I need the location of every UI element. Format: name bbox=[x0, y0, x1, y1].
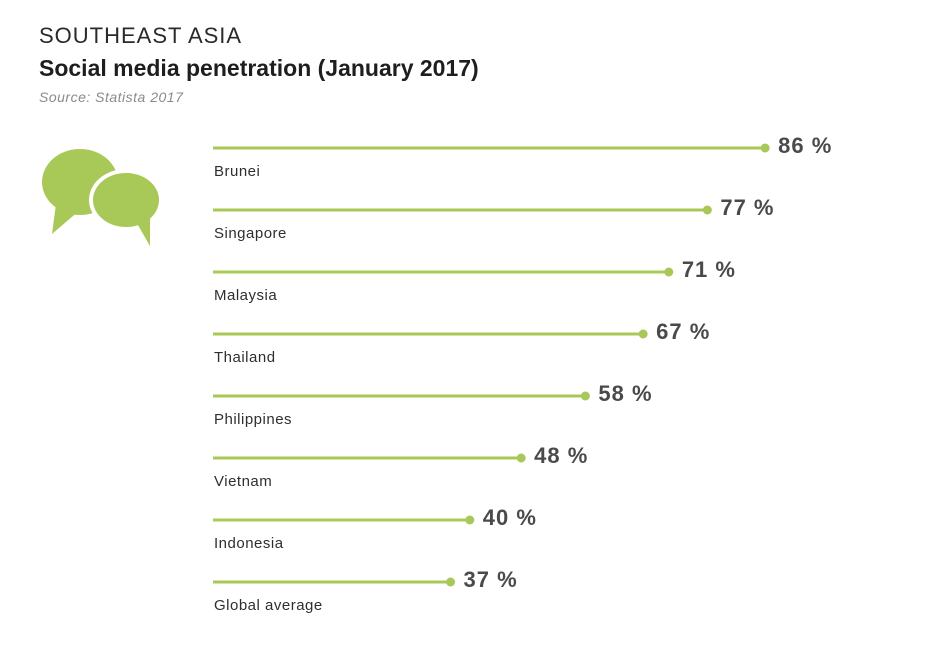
value-label: 71 % bbox=[682, 257, 736, 282]
category-label: Brunei bbox=[214, 163, 260, 180]
category-label: Vietnam bbox=[214, 473, 272, 490]
bar-end-dot bbox=[760, 143, 770, 153]
bar-end-dot bbox=[580, 391, 590, 401]
value-label: 48 % bbox=[534, 443, 588, 468]
category-label: Thailand bbox=[214, 349, 276, 366]
chart-header: SOUTHEAST ASIA Social media penetration … bbox=[39, 22, 479, 105]
bar-end-dot bbox=[638, 329, 648, 339]
value-label: 86 % bbox=[778, 133, 832, 158]
bar-end-dot bbox=[465, 515, 475, 525]
bar-end-dot bbox=[446, 577, 456, 587]
value-label: 67 % bbox=[656, 319, 710, 344]
region-heading: SOUTHEAST ASIA bbox=[39, 23, 243, 48]
bar-end-dot bbox=[516, 453, 526, 463]
value-label: 77 % bbox=[720, 195, 774, 220]
source-note: Source: Statista 2017 bbox=[39, 89, 184, 105]
value-label: 40 % bbox=[483, 505, 537, 530]
bar-end-dot bbox=[702, 205, 712, 215]
category-label: Philippines bbox=[214, 411, 292, 428]
speech-bubbles-icon bbox=[42, 149, 163, 246]
value-label: 58 % bbox=[598, 381, 652, 406]
chart-title: Social media penetration (January 2017) bbox=[39, 55, 479, 81]
category-label: Indonesia bbox=[214, 535, 284, 552]
value-label: 37 % bbox=[464, 567, 518, 592]
category-label: Singapore bbox=[214, 225, 287, 242]
category-label: Malaysia bbox=[214, 287, 277, 304]
bar-end-dot bbox=[664, 267, 674, 277]
category-label: Global average bbox=[214, 597, 323, 614]
